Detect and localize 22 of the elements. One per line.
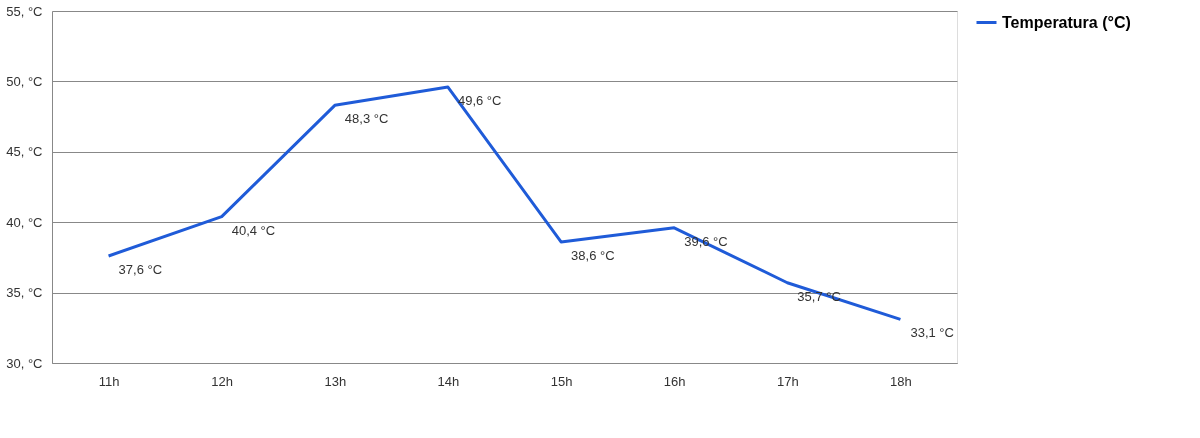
y-tick-label: 35, °C bbox=[6, 285, 43, 301]
y-tick-label: 30, °C bbox=[6, 355, 43, 371]
x-tick-label: 12h bbox=[211, 373, 234, 389]
data-label: 37,6 °C bbox=[118, 261, 163, 277]
x-tick-label: 11h bbox=[98, 373, 120, 389]
y-tick-label: 55, °C bbox=[6, 3, 43, 19]
x-tick-label: 17h bbox=[776, 373, 799, 389]
y-tick-label: 50, °C bbox=[6, 73, 43, 89]
y-tick-label: 40, °C bbox=[6, 214, 43, 230]
data-label: 40,4 °C bbox=[231, 222, 276, 238]
data-label: 33,1 °C bbox=[910, 325, 954, 341]
data-label: 38,6 °C bbox=[571, 247, 615, 263]
y-tick-label: 45, °C bbox=[6, 144, 43, 160]
x-tick-label: 18h bbox=[890, 373, 912, 389]
legend-label: Temperatura (°C) bbox=[1002, 13, 1131, 31]
x-tick-label: 13h bbox=[324, 373, 347, 389]
data-label: 48,3 °C bbox=[344, 111, 389, 127]
x-tick-label: 15h bbox=[550, 373, 573, 389]
x-tick-label: 14h bbox=[437, 373, 460, 389]
data-label: 49,6 °C bbox=[457, 93, 502, 109]
line-series bbox=[107, 85, 902, 321]
x-tick-label: 16h bbox=[663, 373, 686, 389]
